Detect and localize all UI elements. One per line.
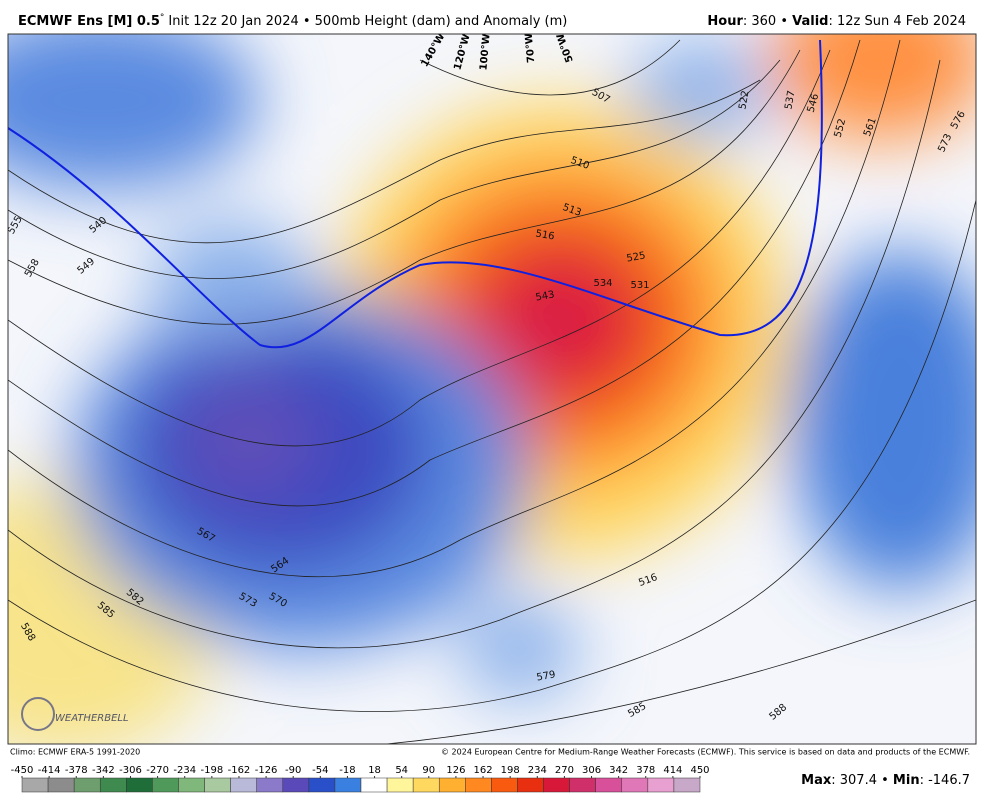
colorbar-swatch	[438, 777, 466, 793]
contour-label: 543	[535, 289, 556, 303]
copyright: © 2024 European Centre for Medium-Range …	[441, 748, 970, 757]
colorbar-tick-label: -90	[285, 765, 301, 776]
anomaly-fill	[8, 34, 976, 744]
max-min: Max: 307.4 • Min: -146.7	[801, 773, 970, 788]
colorbar-tick-label: -414	[38, 765, 61, 776]
max-label: Max	[801, 773, 832, 788]
climo: Climo: ECMWF ERA-5 1991-2020	[10, 748, 140, 757]
colorbar-tick-label: -306	[119, 765, 142, 776]
colorbar-tick-label: -234	[173, 765, 196, 776]
logo-swirl	[21, 697, 55, 731]
colorbar-swatch	[73, 777, 101, 793]
valid-value: : 12z Sun 4 Feb 2024	[828, 14, 966, 29]
colorbar-swatch	[152, 777, 179, 793]
colorbar-tick-label: 126	[446, 765, 465, 776]
colorbar-tick-label: 198	[501, 765, 520, 776]
colorbar-tick-label: 378	[636, 765, 655, 776]
longitude-label: 100°W	[478, 33, 492, 71]
contour-label: 552	[833, 117, 849, 138]
colorbar-tick-label: 450	[690, 765, 709, 776]
colorbar-swatch	[126, 777, 153, 793]
contour-label: 537	[783, 90, 797, 111]
colorbar-tick-label: 162	[473, 765, 492, 776]
colorbar-swatch	[256, 777, 284, 793]
contour-label: 546	[806, 92, 822, 113]
colorbar-tick-label: -54	[312, 765, 328, 776]
colorbar-swatch	[673, 777, 701, 793]
colorbar-swatch	[308, 777, 336, 793]
colorbar-swatch	[334, 777, 362, 793]
colorbar-swatch	[230, 777, 257, 793]
colorbar: -450 -414 -378 -342 -306 -270 -234 -198 -162 -126…	[11, 765, 710, 793]
colorbar-tick-label: -162	[228, 765, 251, 776]
colorbar-swatch	[412, 777, 440, 793]
min-label: Min	[893, 773, 920, 788]
colorbar-swatch	[491, 777, 518, 793]
contour-label: 522	[737, 90, 751, 111]
colorbar-swatch	[465, 777, 492, 793]
colorbar-tick-label: -450	[11, 765, 34, 776]
hour-value: : 360 •	[743, 14, 792, 29]
max-value: : 307.4 •	[831, 773, 893, 788]
colorbar-tick-label: 234	[528, 765, 547, 776]
header-left: ECMWF Ens [M] 0.5° Init 12z 20 Jan 2024 •…	[18, 13, 567, 29]
colorbar-tick-label: -198	[200, 765, 223, 776]
colorbar-swatch	[517, 777, 544, 793]
hour-label: Hour	[707, 14, 743, 29]
colorbar-tick-label: 342	[609, 765, 628, 776]
contour-label: 531	[630, 280, 649, 291]
colorbar-tick-label: -18	[339, 765, 355, 776]
contour-label: 534	[593, 278, 612, 289]
colorbar-swatch	[360, 777, 388, 793]
contour-label: 579	[536, 669, 557, 683]
colorbar-tick-label: 54	[395, 765, 408, 776]
map-frame	[7, 33, 977, 745]
colorbar-swatch	[569, 777, 596, 793]
colorbar-swatch	[178, 777, 205, 793]
colorbar-tick-label: 414	[663, 765, 682, 776]
height-contours	[8, 39, 976, 744]
model: ECMWF Ens [M] 0.5	[18, 14, 160, 29]
contour-label: 516	[535, 228, 556, 242]
colorbar-swatch	[282, 777, 310, 793]
colorbar-tick-label: 270	[555, 765, 574, 776]
colorbar-tick-label: -126	[255, 765, 278, 776]
colorbar-swatch	[47, 777, 75, 793]
colorbar-tick-label: 90	[422, 765, 435, 776]
colorbar-tick-label: 18	[368, 765, 381, 776]
contour-540	[8, 39, 823, 349]
colorbar-swatch	[204, 777, 231, 793]
colorbar-swatch	[647, 777, 675, 793]
colorbar-swatch	[595, 777, 623, 793]
logo: WEATHERBELL	[55, 713, 129, 724]
init: Init 12z 20 Jan 2024 • 500mb Height (dam…	[168, 14, 567, 29]
colorbar-tick-label: -342	[92, 765, 115, 776]
colorbar-tick-label: 306	[582, 765, 601, 776]
longitude-label: 70°W	[524, 33, 538, 64]
colorbar-swatch	[386, 777, 414, 793]
valid-label: Valid	[792, 14, 828, 29]
colorbar-swatch	[99, 777, 127, 793]
degree: °	[160, 13, 165, 23]
colorbar-swatch	[621, 777, 649, 793]
contour-label: 525	[626, 250, 647, 264]
header-right: Hour: 360 • Valid: 12z Sun 4 Feb 2024	[707, 14, 966, 29]
colorbar-tick-label: -378	[65, 765, 88, 776]
colorbar-tick-label: -270	[146, 765, 169, 776]
colorbar-swatch	[543, 777, 570, 793]
colorbar-swatch	[21, 777, 49, 793]
min-value: : -146.7	[920, 773, 970, 788]
